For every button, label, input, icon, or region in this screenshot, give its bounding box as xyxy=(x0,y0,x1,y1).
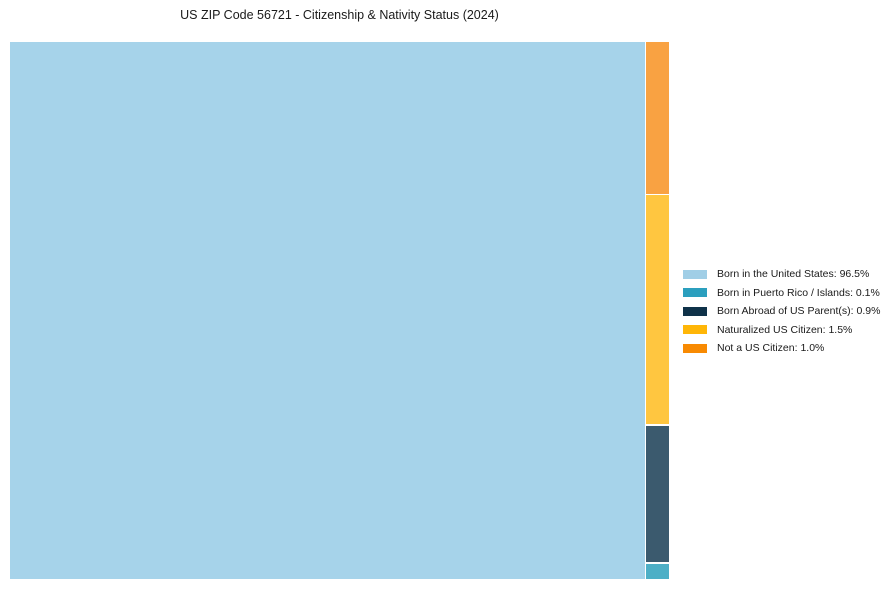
legend-swatch-icon xyxy=(683,325,707,335)
treemap-tile-born-abroad-of-us-parent-s xyxy=(646,425,669,563)
legend-item-born-in-the-united-states: Born in the United States: 96.5% xyxy=(683,265,880,284)
legend-swatch-icon xyxy=(683,343,707,353)
legend-label: Born in Puerto Rico / Islands: 0.1% xyxy=(717,286,880,299)
treemap-tile-not-a-us-citizen xyxy=(646,42,669,194)
legend-item-naturalized-us-citizen: Naturalized US Citizen: 1.5% xyxy=(683,321,880,340)
legend-swatch-icon xyxy=(683,288,707,298)
chart-title: US ZIP Code 56721 - Citizenship & Nativi… xyxy=(180,8,499,22)
legend-swatch-icon xyxy=(683,269,707,279)
legend-label: Born in the United States: 96.5% xyxy=(717,268,870,281)
legend-item-born-in-puerto-rico-islands: Born in Puerto Rico / Islands: 0.1% xyxy=(683,284,880,303)
legend-item-born-abroad-of-us-parent-s: Born Abroad of US Parent(s): 0.9% xyxy=(683,302,880,321)
treemap-tile-naturalized-us-citizen xyxy=(646,195,669,425)
treemap-tile-born-in-puerto-rico-islands xyxy=(646,563,669,579)
legend-label: Not a US Citizen: 1.0% xyxy=(717,342,825,355)
legend-swatch-icon xyxy=(683,306,707,316)
treemap xyxy=(10,42,669,579)
legend: Born in the United States: 96.5% Born in … xyxy=(683,265,880,358)
legend-item-not-a-us-citizen: Not a US Citizen: 1.0% xyxy=(683,339,880,358)
legend-label: Born Abroad of US Parent(s): 0.9% xyxy=(717,305,881,318)
treemap-tile-born-in-the-united-states xyxy=(10,42,645,579)
legend-label: Naturalized US Citizen: 1.5% xyxy=(717,323,853,336)
